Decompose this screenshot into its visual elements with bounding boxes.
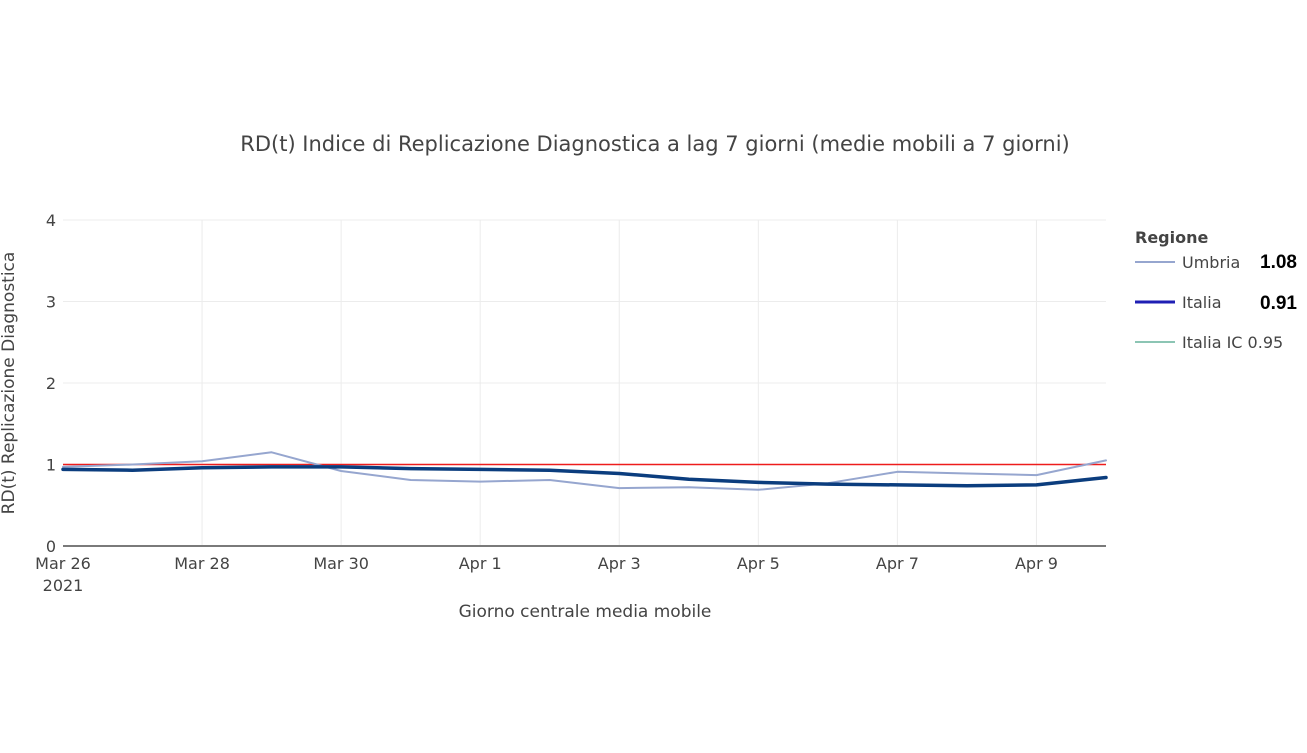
legend-title: Regione [1135, 228, 1208, 247]
x-tick-label: Mar 26 [35, 554, 91, 573]
legend-label-umbria: Umbria [1182, 253, 1240, 272]
series-line-italia[interactable] [61, 465, 1108, 488]
x-tick-label: Apr 9 [1015, 554, 1058, 573]
legend-item-italia-ic[interactable]: Italia IC 0.95 [1135, 333, 1283, 352]
y-tick-label: 1 [46, 456, 56, 475]
series-line-umbria[interactable] [62, 451, 1107, 491]
series-layer [61, 451, 1108, 491]
legend-label-italia-ic: Italia IC 0.95 [1182, 333, 1283, 352]
y-tick-label: 2 [46, 374, 56, 393]
x-axis-title: Giorno centrale media mobile [459, 602, 712, 622]
legend-item-umbria[interactable]: Umbria 1.08 [1135, 252, 1297, 273]
legend-label-italia: Italia [1182, 293, 1222, 312]
legend-item-italia[interactable]: Italia 0.91 [1135, 293, 1297, 314]
chart-title: RD(t) Indice di Replicazione Diagnostica… [240, 132, 1069, 156]
y-axis-title: RD(t) Replicazione Diagnostica [0, 252, 19, 515]
y-tick-label: 0 [46, 537, 56, 556]
x-tick-label: Apr 1 [459, 554, 502, 573]
x-tick-label: Mar 30 [313, 554, 369, 573]
legend-value-italia: 0.91 [1260, 293, 1297, 314]
grid-layer [63, 219, 1106, 546]
x-tick-label: Apr 3 [598, 554, 641, 573]
x-tick-sublabel: 2021 [43, 576, 84, 595]
x-tick-label: Mar 28 [174, 554, 230, 573]
legend-value-umbria: 1.08 [1260, 252, 1297, 273]
y-tick-label: 4 [46, 211, 56, 230]
legend: Regione Umbria 1.08 Italia 0.91 Italia I… [1135, 228, 1297, 352]
x-tick-label: Apr 7 [876, 554, 919, 573]
label-layer: 0 1 2 3 4 Mar 26 2021 Mar 28 Mar 30 Apr 1 Apr 3 Apr… [35, 211, 1058, 595]
x-tick-label: Apr 5 [737, 554, 780, 573]
y-tick-label: 3 [46, 293, 56, 312]
